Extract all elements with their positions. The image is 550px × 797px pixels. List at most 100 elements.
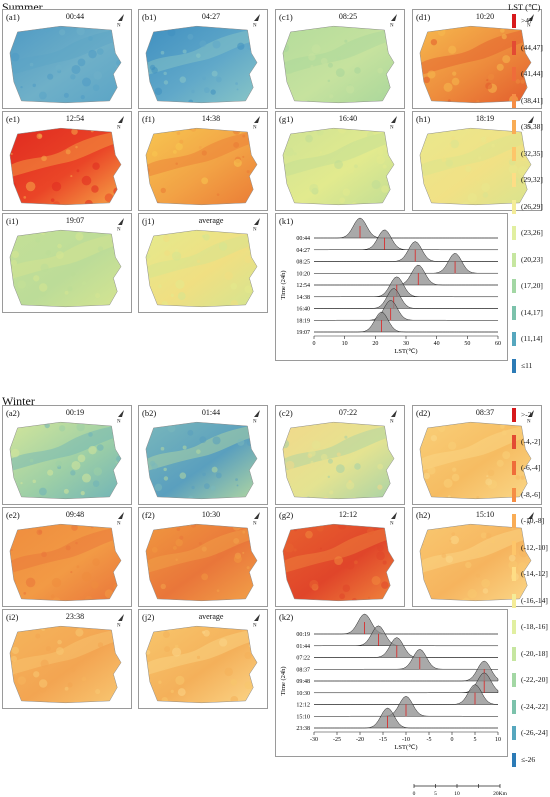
x-tick-label: 0	[451, 737, 454, 743]
lst-map	[419, 127, 532, 206]
north-arrow-icon: N	[117, 116, 124, 129]
panel-time: 08:25	[338, 12, 358, 21]
svg-text:N: N	[390, 420, 394, 424]
panel-label: (i2)	[6, 612, 19, 622]
legend-swatch	[512, 67, 516, 81]
x-tick-label: 20	[372, 341, 378, 347]
ridge-category-label: 12:12	[296, 703, 310, 709]
panel-time: average	[198, 216, 224, 225]
legend-label: (-16,-14]	[521, 595, 548, 605]
ridge-density	[313, 300, 499, 321]
panel-label: (b1)	[142, 12, 157, 22]
legend-swatch	[512, 173, 516, 187]
legend-label: (38,41]	[521, 95, 543, 105]
north-arrow-icon: N	[527, 14, 534, 27]
legend-swatch	[512, 199, 516, 214]
legend-label: (17,20]	[521, 281, 543, 290]
svg-text:N: N	[390, 522, 394, 526]
legend-swatch	[512, 540, 516, 555]
panel-time: 00:44	[65, 12, 85, 21]
panel-label: (c2)	[279, 408, 293, 418]
map-panel: (h2) 15:10 N	[412, 507, 542, 607]
ridge-category-label: 08:25	[296, 260, 310, 266]
legend-swatch	[512, 434, 516, 449]
legend-swatch	[512, 358, 516, 373]
map-panel: (a2) 00:19 N	[2, 405, 132, 505]
ridge-density	[314, 288, 498, 309]
ridge-category-label: 10:20	[296, 271, 310, 277]
legend-label: (-22,-20]	[521, 675, 548, 684]
legend-label: >47	[521, 16, 533, 25]
panel-label: (d2)	[416, 408, 431, 418]
legend-label: (-12,-10]	[521, 542, 548, 552]
x-tick-label: -20	[356, 737, 364, 743]
lst-map	[9, 625, 122, 704]
legend-swatch	[512, 279, 516, 293]
legend-swatch	[512, 40, 516, 55]
panel-time: 16:40	[338, 114, 358, 123]
panel-label: (f2)	[142, 510, 155, 520]
x-tick-label: 30	[403, 341, 409, 347]
panel-time: average	[198, 612, 224, 621]
legend-label: >-2	[521, 410, 532, 419]
panel-time: 18:19	[475, 114, 495, 123]
ridge-category-label: 08:37	[296, 667, 310, 673]
map-panel: (j1) average N	[138, 213, 268, 313]
ridge-density	[313, 649, 499, 670]
legend-swatch	[512, 226, 516, 240]
north-arrow-icon: N	[390, 410, 397, 424]
x-tick-label: -5	[427, 737, 432, 743]
svg-text:N: N	[117, 24, 121, 28]
legend-swatch	[512, 146, 516, 161]
x-tick-label: 5	[474, 737, 477, 743]
panel-label: (i1)	[6, 216, 19, 226]
lst-map	[9, 421, 122, 500]
panel-time: 00:19	[65, 408, 85, 417]
panel-label: (c1)	[279, 12, 293, 22]
legend-swatch	[512, 120, 516, 134]
map-panel: (f2) 10:30 N	[138, 507, 268, 607]
legend-swatch	[512, 14, 516, 28]
x-tick-label: -10	[402, 737, 410, 743]
scale-bar: 0 5 10 20Km	[413, 784, 508, 797]
panel-label: (d1)	[416, 12, 431, 22]
panel-time: 09:48	[65, 510, 85, 519]
map-panel: (b1) 04:27 N	[138, 9, 268, 109]
ridge-category-label: 12:54	[296, 283, 310, 289]
svg-text:N: N	[117, 624, 121, 628]
legend-swatch	[512, 332, 516, 346]
ridge-chart-panel: (k1) 00:44 04:27 08:25 10:20 12:54 14:38 16:40 1…	[275, 213, 508, 361]
legend-label: (35,38]	[521, 122, 543, 131]
legend-label: (-24,-22]	[521, 701, 548, 711]
svg-text:N: N	[390, 24, 394, 28]
ridge-category-label: 00:19	[296, 632, 310, 638]
panel-time: 10:20	[475, 12, 495, 21]
ridge-density	[314, 637, 498, 658]
north-arrow-icon: N	[253, 218, 260, 231]
legend-label: (-4,-2]	[521, 436, 541, 446]
ridge-category-label: 18:19	[296, 318, 310, 324]
north-arrow-icon: N	[117, 14, 124, 28]
ridge-density	[314, 241, 498, 262]
legend-swatch	[512, 461, 516, 475]
ridge-chart: 00:44 04:27 08:25 10:20 12:54 14:38 16:40 18:19…	[280, 217, 501, 355]
legend-label: (23,26]	[521, 228, 543, 237]
svg-text:N: N	[253, 420, 257, 424]
north-arrow-icon: N	[117, 512, 124, 525]
legend-label: ≤-26	[521, 754, 536, 764]
chart-label: (k2)	[279, 612, 294, 622]
panel-label: (h1)	[416, 114, 431, 124]
north-arrow-icon: N	[390, 116, 397, 129]
north-arrow-icon: N	[527, 512, 534, 525]
legend-swatch	[512, 620, 516, 634]
ridge-chart-panel: (k2) 00:19 01:44 07:22 08:37 09:48 10:30 12:12 1…	[275, 609, 508, 757]
legend-label: (32,35]	[521, 148, 543, 158]
panel-time: 23:38	[65, 612, 85, 621]
map-panel: (e1) 12:54 N	[2, 111, 132, 211]
panel-time: 15:10	[475, 510, 495, 519]
panel-label: (j2)	[142, 612, 155, 622]
y-axis-label: Time (24h)	[280, 666, 287, 695]
ridge-category-label: 23:38	[296, 726, 310, 732]
y-axis-label: Time (24h)	[280, 270, 287, 299]
lst-map	[9, 127, 122, 206]
